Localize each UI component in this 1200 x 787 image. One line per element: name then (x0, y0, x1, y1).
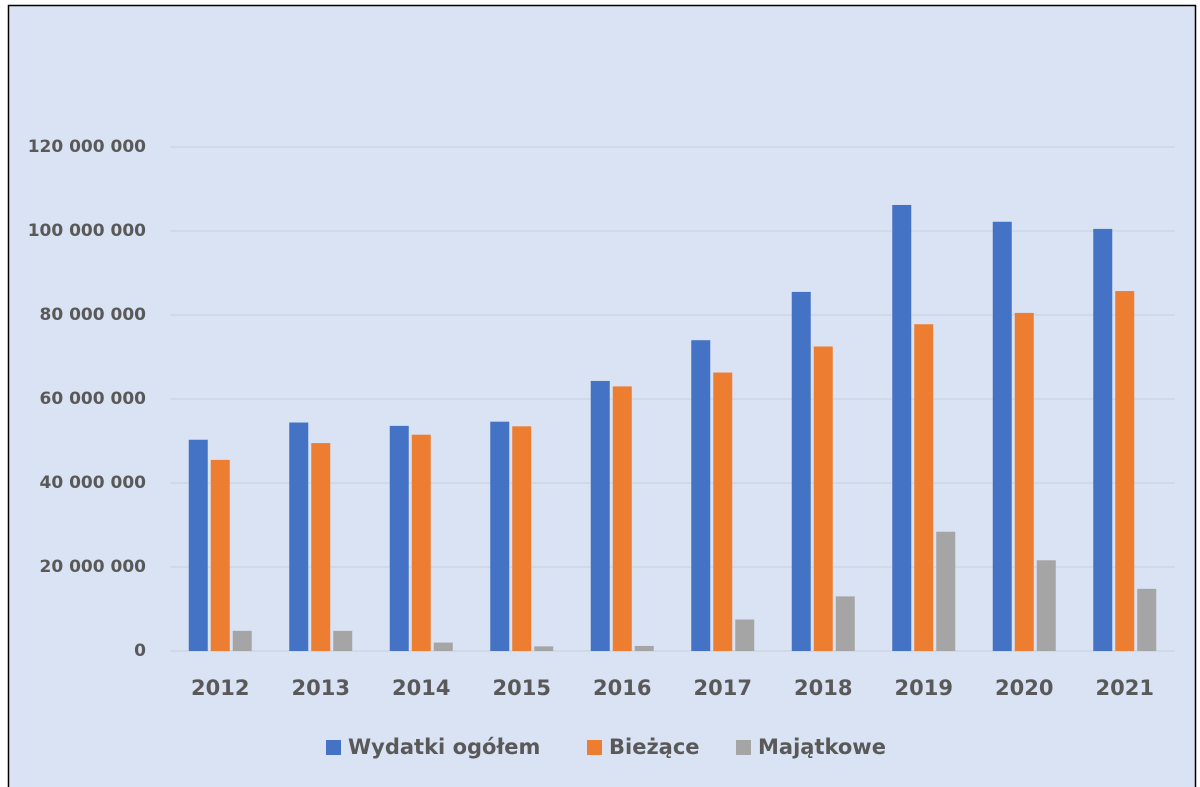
bar (634, 645, 654, 651)
y-tick-label: 60 000 000 (40, 389, 147, 409)
bar (188, 439, 208, 651)
x-tick-label: 2013 (292, 676, 350, 700)
bar (590, 380, 610, 651)
bar (992, 221, 1012, 651)
bar (232, 630, 252, 651)
bar (433, 642, 453, 651)
legend-swatch (326, 740, 341, 755)
bar (534, 646, 554, 651)
y-tick-label: 80 000 000 (40, 305, 147, 325)
bar (311, 443, 331, 651)
y-tick-label: 20 000 000 (40, 557, 147, 577)
bar (512, 426, 532, 651)
bar (713, 372, 733, 651)
x-tick-label: 2019 (895, 676, 953, 700)
legend-label: Majątkowe (758, 735, 886, 759)
bar (1137, 588, 1157, 651)
bar (1093, 228, 1113, 651)
bar (210, 459, 230, 651)
y-tick-label: 40 000 000 (40, 473, 147, 493)
bar (490, 421, 510, 651)
bar (936, 531, 956, 651)
bar (892, 204, 912, 651)
bar (389, 425, 409, 651)
x-tick-label: 2021 (1096, 676, 1154, 700)
x-tick-label: 2017 (694, 676, 752, 700)
bar (791, 291, 811, 651)
legend-label: Bieżące (609, 735, 700, 759)
bar (333, 630, 353, 651)
y-tick-label: 100 000 000 (28, 221, 146, 241)
y-tick-label: 0 (134, 641, 146, 661)
bar (411, 434, 431, 651)
bar (1036, 560, 1056, 651)
bar (1014, 312, 1034, 651)
x-tick-label: 2012 (191, 676, 249, 700)
bar (813, 346, 833, 651)
bar (691, 340, 711, 651)
legend-swatch (587, 740, 602, 755)
legend-label: Wydatki ogółem (348, 735, 540, 759)
x-tick-label: 2018 (794, 676, 852, 700)
x-tick-label: 2020 (995, 676, 1053, 700)
y-tick-label: 120 000 000 (28, 137, 146, 157)
legend-swatch (736, 740, 751, 755)
bar (735, 619, 755, 651)
bar (289, 422, 309, 651)
x-tick-label: 2014 (392, 676, 450, 700)
bar (914, 324, 934, 651)
bar (835, 596, 855, 651)
x-tick-label: 2016 (593, 676, 651, 700)
x-tick-label: 2015 (493, 676, 551, 700)
bar (1115, 291, 1135, 651)
bar (612, 386, 632, 651)
